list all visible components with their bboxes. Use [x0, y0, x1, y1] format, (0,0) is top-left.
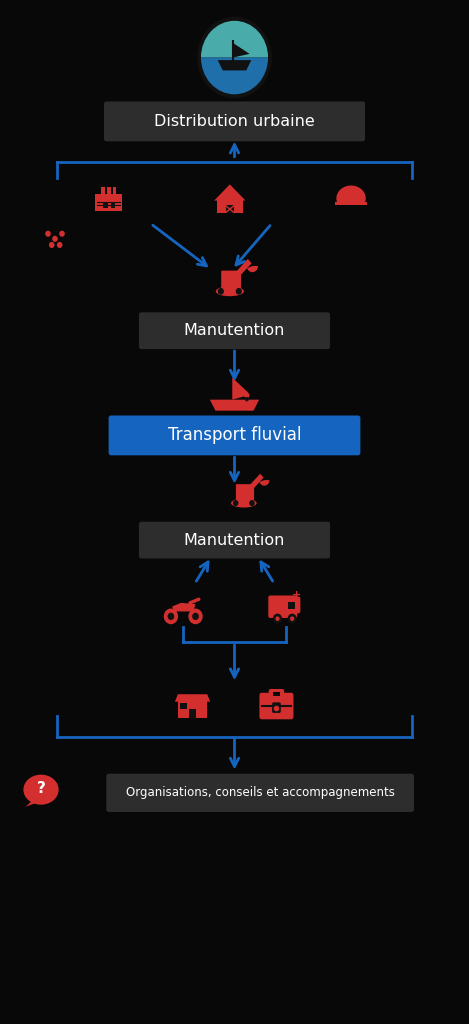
- FancyBboxPatch shape: [226, 205, 234, 213]
- Circle shape: [167, 612, 174, 621]
- Polygon shape: [233, 43, 250, 57]
- FancyBboxPatch shape: [189, 709, 197, 718]
- Polygon shape: [218, 60, 251, 71]
- FancyBboxPatch shape: [236, 484, 254, 501]
- FancyBboxPatch shape: [101, 186, 105, 196]
- Circle shape: [249, 500, 255, 506]
- Wedge shape: [201, 20, 268, 57]
- Circle shape: [275, 616, 280, 621]
- Circle shape: [236, 288, 242, 295]
- Circle shape: [290, 616, 294, 621]
- Text: +: +: [292, 590, 301, 600]
- Text: Manutention: Manutention: [184, 532, 285, 548]
- Text: Organisations, conseils et accompagnements: Organisations, conseils et accompagnemen…: [126, 786, 394, 800]
- Polygon shape: [210, 399, 259, 411]
- Wedge shape: [259, 480, 270, 485]
- Wedge shape: [201, 57, 268, 94]
- FancyBboxPatch shape: [180, 702, 187, 709]
- Polygon shape: [249, 474, 264, 490]
- FancyBboxPatch shape: [335, 202, 367, 206]
- Ellipse shape: [336, 185, 366, 211]
- Wedge shape: [247, 266, 258, 272]
- Circle shape: [218, 288, 224, 295]
- FancyBboxPatch shape: [272, 692, 280, 696]
- Text: ?: ?: [37, 781, 45, 796]
- Polygon shape: [25, 799, 43, 807]
- FancyBboxPatch shape: [106, 774, 414, 812]
- Text: Distribution urbaine: Distribution urbaine: [154, 114, 315, 129]
- Polygon shape: [172, 603, 196, 611]
- Circle shape: [245, 397, 249, 401]
- Circle shape: [57, 242, 62, 248]
- FancyBboxPatch shape: [269, 689, 284, 698]
- Text: Manutention: Manutention: [184, 324, 285, 338]
- FancyBboxPatch shape: [268, 596, 297, 617]
- FancyBboxPatch shape: [111, 203, 115, 208]
- Circle shape: [45, 230, 51, 237]
- FancyBboxPatch shape: [95, 195, 122, 211]
- Circle shape: [192, 612, 199, 621]
- Polygon shape: [235, 259, 252, 278]
- Polygon shape: [214, 184, 245, 201]
- FancyBboxPatch shape: [178, 700, 207, 718]
- Circle shape: [244, 392, 250, 398]
- Ellipse shape: [231, 499, 257, 508]
- Text: Transport fluvial: Transport fluvial: [168, 426, 301, 444]
- FancyBboxPatch shape: [217, 200, 242, 213]
- Circle shape: [49, 242, 54, 248]
- Circle shape: [59, 230, 65, 237]
- FancyBboxPatch shape: [272, 702, 281, 713]
- FancyBboxPatch shape: [285, 597, 300, 613]
- Circle shape: [189, 608, 203, 625]
- FancyBboxPatch shape: [109, 416, 360, 456]
- Circle shape: [164, 608, 178, 625]
- Ellipse shape: [216, 287, 244, 296]
- FancyBboxPatch shape: [139, 521, 330, 558]
- FancyBboxPatch shape: [104, 101, 365, 141]
- FancyBboxPatch shape: [106, 186, 111, 196]
- Circle shape: [197, 16, 272, 98]
- FancyBboxPatch shape: [221, 270, 241, 288]
- Circle shape: [273, 613, 282, 624]
- FancyBboxPatch shape: [259, 693, 294, 719]
- Ellipse shape: [23, 775, 59, 805]
- FancyBboxPatch shape: [139, 312, 330, 349]
- FancyBboxPatch shape: [288, 602, 295, 609]
- Polygon shape: [175, 694, 210, 701]
- Polygon shape: [232, 378, 248, 399]
- Circle shape: [52, 236, 58, 242]
- FancyBboxPatch shape: [335, 205, 367, 213]
- Circle shape: [287, 613, 297, 624]
- Circle shape: [233, 500, 238, 506]
- FancyBboxPatch shape: [113, 186, 116, 196]
- FancyBboxPatch shape: [103, 203, 108, 208]
